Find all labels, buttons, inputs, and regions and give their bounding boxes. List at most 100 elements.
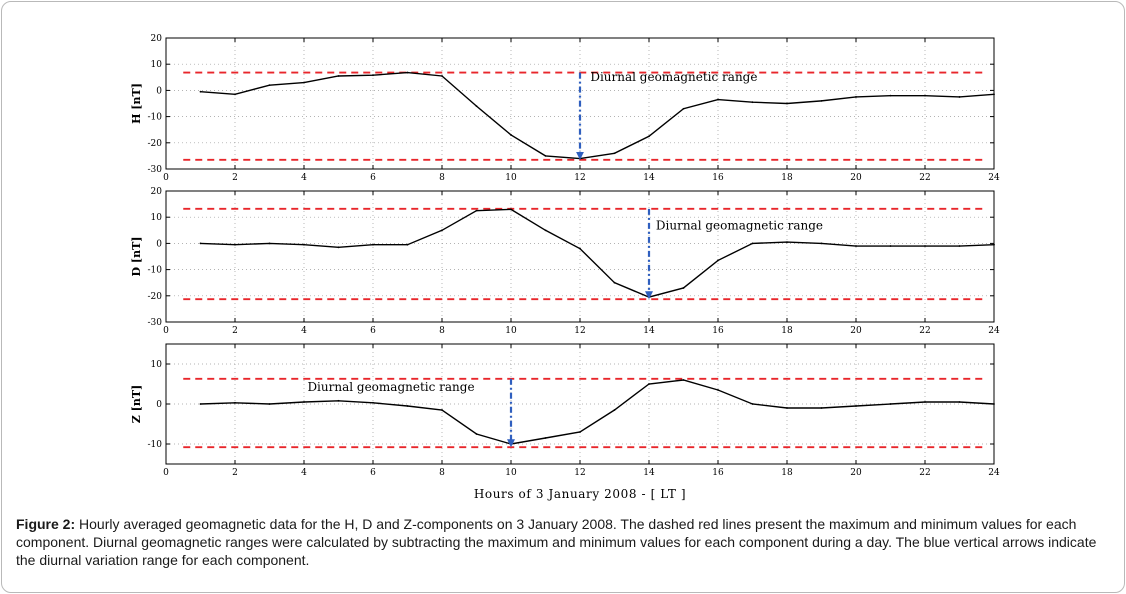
data-series-line: [200, 71, 995, 160]
y-tick-label: 10: [151, 213, 163, 223]
data-point: [372, 401, 374, 404]
data-point: [924, 94, 926, 97]
x-tick-label: 24: [988, 326, 1000, 336]
data-point: [613, 152, 616, 155]
x-tick-label: 12: [574, 173, 585, 183]
data-point: [682, 107, 685, 110]
x-tick-label: 0: [163, 468, 169, 478]
data-point: [751, 242, 754, 245]
data-point: [199, 403, 202, 405]
y-tick-label: 20: [151, 34, 163, 44]
data-point: [441, 75, 443, 77]
x-tick-label: 14: [643, 468, 655, 478]
data-point: [751, 403, 754, 405]
caption-label: Figure 2:: [16, 516, 76, 532]
data-point: [544, 155, 547, 157]
data-point: [820, 99, 823, 102]
data-point: [717, 259, 719, 262]
data-point: [786, 407, 788, 409]
data-point: [786, 102, 788, 105]
data-point: [751, 101, 754, 104]
x-tick-label: 2: [232, 326, 238, 336]
caption-text: Hourly averaged geomagnetic data for the…: [16, 516, 1097, 568]
data-point: [613, 409, 616, 411]
x-tick-label: 22: [919, 173, 930, 183]
data-point: [648, 135, 650, 138]
y-tick-label: -30: [148, 165, 163, 175]
figure-caption: Figure 2: Hourly averaged geomagnetic da…: [16, 515, 1114, 569]
x-tick-label: 22: [919, 468, 930, 478]
data-point: [475, 209, 478, 212]
data-point: [303, 81, 305, 84]
x-tick-label: 18: [781, 326, 793, 336]
y-axis-label: Z [nT]: [130, 385, 143, 423]
x-tick-label: 6: [370, 173, 376, 183]
data-point: [303, 243, 305, 246]
data-point: [372, 243, 374, 246]
data-point: [993, 243, 995, 246]
data-point: [993, 93, 995, 96]
data-point: [820, 407, 823, 409]
data-point: [234, 243, 236, 246]
data-point: [648, 383, 650, 385]
x-tick-label: 10: [505, 173, 517, 183]
x-tick-label: 16: [712, 173, 724, 183]
x-tick-label: 14: [643, 173, 655, 183]
data-point: [406, 71, 409, 74]
data-point: [924, 401, 926, 403]
data-point: [786, 241, 788, 243]
x-tick-label: 18: [781, 468, 793, 478]
x-tick-label: 4: [301, 173, 307, 183]
data-point: [475, 433, 478, 435]
data-point: [958, 401, 961, 403]
data-point: [337, 399, 340, 402]
data-series-line: [200, 208, 995, 298]
data-point: [544, 229, 547, 232]
data-point: [406, 405, 409, 407]
y-tick-label: 10: [151, 60, 163, 70]
y-tick-label: -20: [148, 292, 163, 302]
annotation-label: Diurnal geomagnetic range: [590, 70, 757, 84]
x-tick-label: 0: [163, 173, 169, 183]
data-point: [441, 409, 443, 411]
data-point: [510, 208, 512, 211]
x-tick-label: 2: [232, 468, 238, 478]
data-point: [889, 245, 892, 247]
data-point: [993, 403, 995, 405]
x-tick-label: 0: [163, 326, 169, 336]
data-point: [234, 93, 236, 96]
data-point: [268, 84, 271, 87]
x-tick-label: 10: [505, 468, 517, 478]
data-point: [958, 245, 961, 247]
data-point: [820, 242, 823, 245]
data-point: [682, 287, 685, 289]
x-tick-label: 8: [439, 468, 445, 478]
data-point: [406, 243, 409, 246]
y-tick-label: -10: [148, 266, 163, 276]
x-tick-label: 14: [643, 326, 655, 336]
x-tick-label: 20: [850, 468, 862, 478]
y-tick-label: -30: [148, 318, 163, 328]
data-point: [268, 242, 271, 245]
x-tick-label: 8: [439, 326, 445, 336]
data-series-line: [200, 379, 995, 445]
data-point: [199, 242, 202, 245]
x-tick-label: 20: [850, 326, 862, 336]
axes-box: [165, 190, 995, 323]
data-point: [579, 157, 581, 160]
y-tick-label: -20: [148, 139, 163, 149]
data-point: [682, 379, 685, 381]
data-point: [510, 134, 512, 136]
data-point: [855, 96, 857, 98]
data-point: [648, 296, 650, 299]
y-tick-label: 20: [151, 187, 163, 197]
data-point: [510, 443, 512, 445]
data-point: [924, 245, 926, 247]
x-tick-label: 6: [370, 326, 376, 336]
y-tick-label: -10: [148, 113, 163, 123]
x-axis-label: Hours of 3 January 2008 - [ LT ]: [474, 487, 686, 501]
x-tick-label: 8: [439, 173, 445, 183]
y-tick-label: -10: [148, 440, 163, 450]
